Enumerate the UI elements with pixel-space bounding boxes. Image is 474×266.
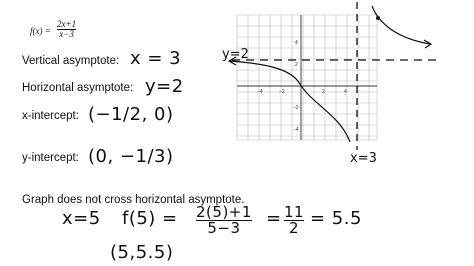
x-label: 2 (322, 89, 325, 95)
y-label: −4 (293, 127, 299, 133)
denominator: 2 (289, 219, 300, 237)
denominator: 5−3 (207, 219, 241, 237)
x-label: 4 (344, 89, 347, 95)
work-fraction: 2(5)+1 5−3 (196, 205, 252, 236)
work-f: f(5) = (122, 208, 178, 229)
item-label: Vertical asymptote: (22, 55, 120, 67)
numerator: 2x+1 (57, 19, 77, 29)
item-label: Horizontal asymptote: (22, 82, 134, 94)
right-branch (371, 5, 431, 45)
item-answer: (0, −1/3) (88, 146, 174, 167)
x-label: −2 (279, 89, 285, 95)
fraction-bar (196, 220, 252, 221)
numerator: 2(5)+1 (196, 203, 252, 221)
work-eq: = (266, 208, 282, 229)
y-label: 4 (295, 40, 298, 46)
fraction-bar (284, 220, 305, 221)
fraction-bar (57, 29, 77, 30)
point (376, 16, 380, 20)
function-fraction: 2x+1 x−3 (57, 19, 77, 39)
work-point: (5,5.5) (110, 242, 174, 263)
arrow (423, 39, 433, 49)
item-label: x-intercept: (22, 110, 79, 122)
grid (236, 14, 378, 141)
grid-vertical (236, 15, 378, 140)
item-answer: x = 3 (130, 48, 182, 69)
function-lhs: f(x) = (30, 26, 51, 36)
grid-horizontal (237, 14, 377, 141)
numerator: 11 (284, 203, 305, 221)
note: Graph does not cross horizontal asymptot… (22, 194, 245, 206)
work-x: x=5 (62, 208, 101, 229)
denominator: x−3 (59, 29, 74, 39)
axes (237, 15, 377, 140)
item-answer: y=2 (145, 76, 184, 97)
graph: −4 −2 2 4 4 2 −2 −4 y=2 x=3 (222, 2, 440, 166)
arrow (227, 56, 237, 66)
item-label: y-intercept: (22, 152, 79, 164)
y-label: −2 (293, 105, 299, 111)
asymptote-label: x=3 (350, 151, 377, 166)
item-answer: (−1/2, 0) (88, 104, 174, 125)
asymptote-label: y=2 (222, 47, 249, 62)
work-result: = 5.5 (310, 208, 362, 229)
work-fraction: 11 2 (284, 203, 305, 237)
x-label: −4 (257, 89, 263, 95)
y-label: 2 (295, 62, 298, 68)
left-branch (229, 60, 351, 143)
